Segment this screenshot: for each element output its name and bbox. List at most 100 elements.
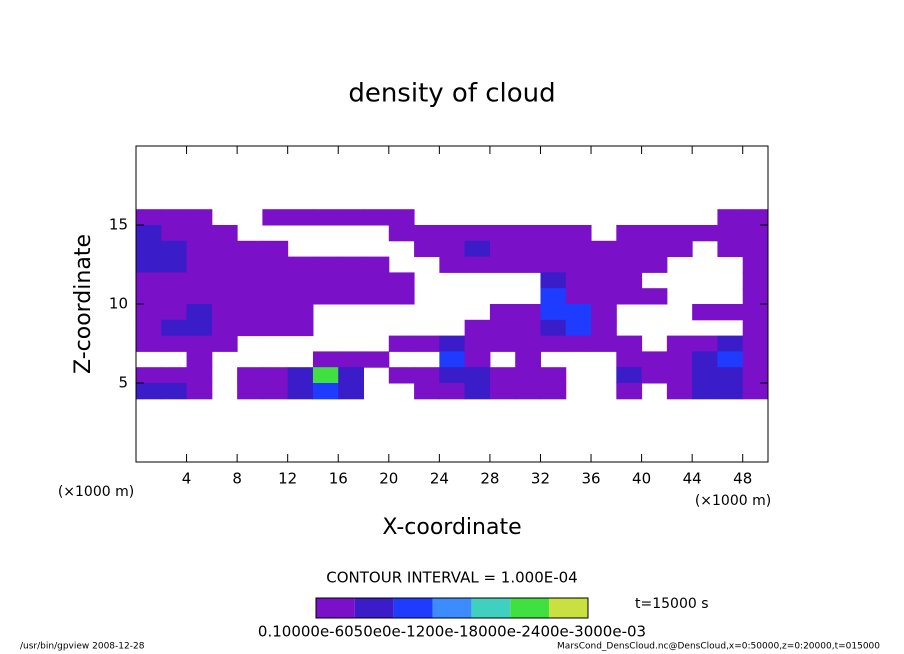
y-tick-label: 15 <box>109 216 128 234</box>
contour-cell <box>591 319 617 337</box>
contour-cell <box>136 272 162 289</box>
contour-cell <box>489 304 516 321</box>
contour-cell <box>211 335 238 352</box>
contour-cell <box>338 288 365 305</box>
contour-cell <box>616 256 643 273</box>
contour-cell <box>717 209 744 226</box>
contour-cell <box>388 335 415 352</box>
colorbar-label: 0.10000e-6050e0e-1200e-18000e-2400e-3000… <box>258 623 646 641</box>
contour-cell <box>262 319 289 337</box>
contour-cell <box>211 256 238 273</box>
x-tick-label: 12 <box>278 470 297 488</box>
colorbar-segment <box>393 598 433 618</box>
contour-cell <box>287 272 314 289</box>
contour-cell <box>161 256 188 273</box>
contour-cell <box>439 225 466 242</box>
x-tick-label: 8 <box>232 470 242 488</box>
contour-cell <box>211 240 238 258</box>
contour-cell <box>565 335 592 352</box>
x-tick-label: 40 <box>632 470 651 488</box>
contour-cell <box>161 240 188 258</box>
contour-cell <box>515 240 541 258</box>
contour-cell <box>388 209 415 226</box>
contour-cell <box>439 351 466 368</box>
contour-cell <box>489 319 516 337</box>
x-tick-label: 28 <box>480 470 499 488</box>
contour-cell <box>641 240 668 258</box>
contour-cell <box>489 335 516 352</box>
contour-cell <box>136 383 162 400</box>
contour-cell <box>717 304 744 321</box>
contour-cell <box>489 383 516 400</box>
contour-cell <box>540 288 567 305</box>
contour-cell <box>136 209 162 226</box>
contour-cell <box>161 272 188 289</box>
contour-cell <box>717 240 744 258</box>
contour-cell <box>692 335 718 352</box>
contour-cell <box>565 288 592 305</box>
contour-cell <box>464 335 491 352</box>
contour-cell <box>287 256 314 273</box>
y-tick-label: 10 <box>109 295 128 313</box>
contour-cell <box>717 351 744 368</box>
x-tick-label: 4 <box>182 470 192 488</box>
contour-cell <box>464 383 491 400</box>
contour-cell <box>565 256 592 273</box>
contour-cell <box>312 209 339 226</box>
contour-cell <box>287 288 314 305</box>
contour-cell <box>338 367 365 384</box>
contour-cell <box>287 304 314 321</box>
contour-cell <box>363 351 390 368</box>
contour-cell <box>641 351 668 368</box>
contour-cell <box>565 240 592 258</box>
contour-cell <box>287 383 314 400</box>
contour-cell <box>186 335 213 352</box>
contour-cell <box>186 367 213 384</box>
contour-cell <box>439 240 466 258</box>
contour-cell <box>211 304 238 321</box>
contour-cell <box>414 335 440 352</box>
contour-cell <box>515 256 541 273</box>
x-axis-label: X-coordinate <box>382 515 521 540</box>
contour-cell <box>338 272 365 289</box>
contour-cell <box>388 272 415 289</box>
footer-right: MarsCond_DensCloud.nc@DensCloud,x=0:5000… <box>557 642 880 652</box>
contour-cell <box>742 319 769 337</box>
contour-cell <box>515 225 541 242</box>
contour-cell <box>237 319 263 337</box>
contour-cell <box>641 225 668 242</box>
contour-cell <box>464 351 491 368</box>
contour-cell <box>591 272 617 289</box>
contour-cell <box>515 367 541 384</box>
contour-cell <box>262 304 289 321</box>
contour-cell <box>464 256 491 273</box>
contour-cell <box>136 240 162 258</box>
contour-cell <box>464 367 491 384</box>
contour-cell <box>439 383 466 400</box>
contour-cell <box>414 383 440 400</box>
contour-cell <box>515 351 541 368</box>
contour-cell <box>414 240 440 258</box>
contour-cell <box>388 225 415 242</box>
contour-cell <box>666 225 693 242</box>
contour-cell <box>489 240 516 258</box>
chart-title: density of cloud <box>348 79 555 109</box>
colorbar-segment <box>432 598 472 618</box>
contour-cell <box>363 256 390 273</box>
contour-cell <box>540 256 567 273</box>
contour-cell <box>666 383 693 400</box>
contour-cell <box>692 225 718 242</box>
contour-cell <box>742 209 769 226</box>
contour-cell <box>641 256 668 273</box>
colorbar-segment <box>549 598 588 618</box>
contour-cell <box>616 335 643 352</box>
contour-cell <box>515 319 541 337</box>
contour-cell <box>489 225 516 242</box>
contour-cell <box>439 335 466 352</box>
contour-cell <box>262 240 289 258</box>
contour-cell <box>287 319 314 337</box>
contour-cell <box>338 256 365 273</box>
contour-cell <box>666 367 693 384</box>
contour-cell <box>136 304 162 321</box>
x-tick-label: 44 <box>683 470 702 488</box>
